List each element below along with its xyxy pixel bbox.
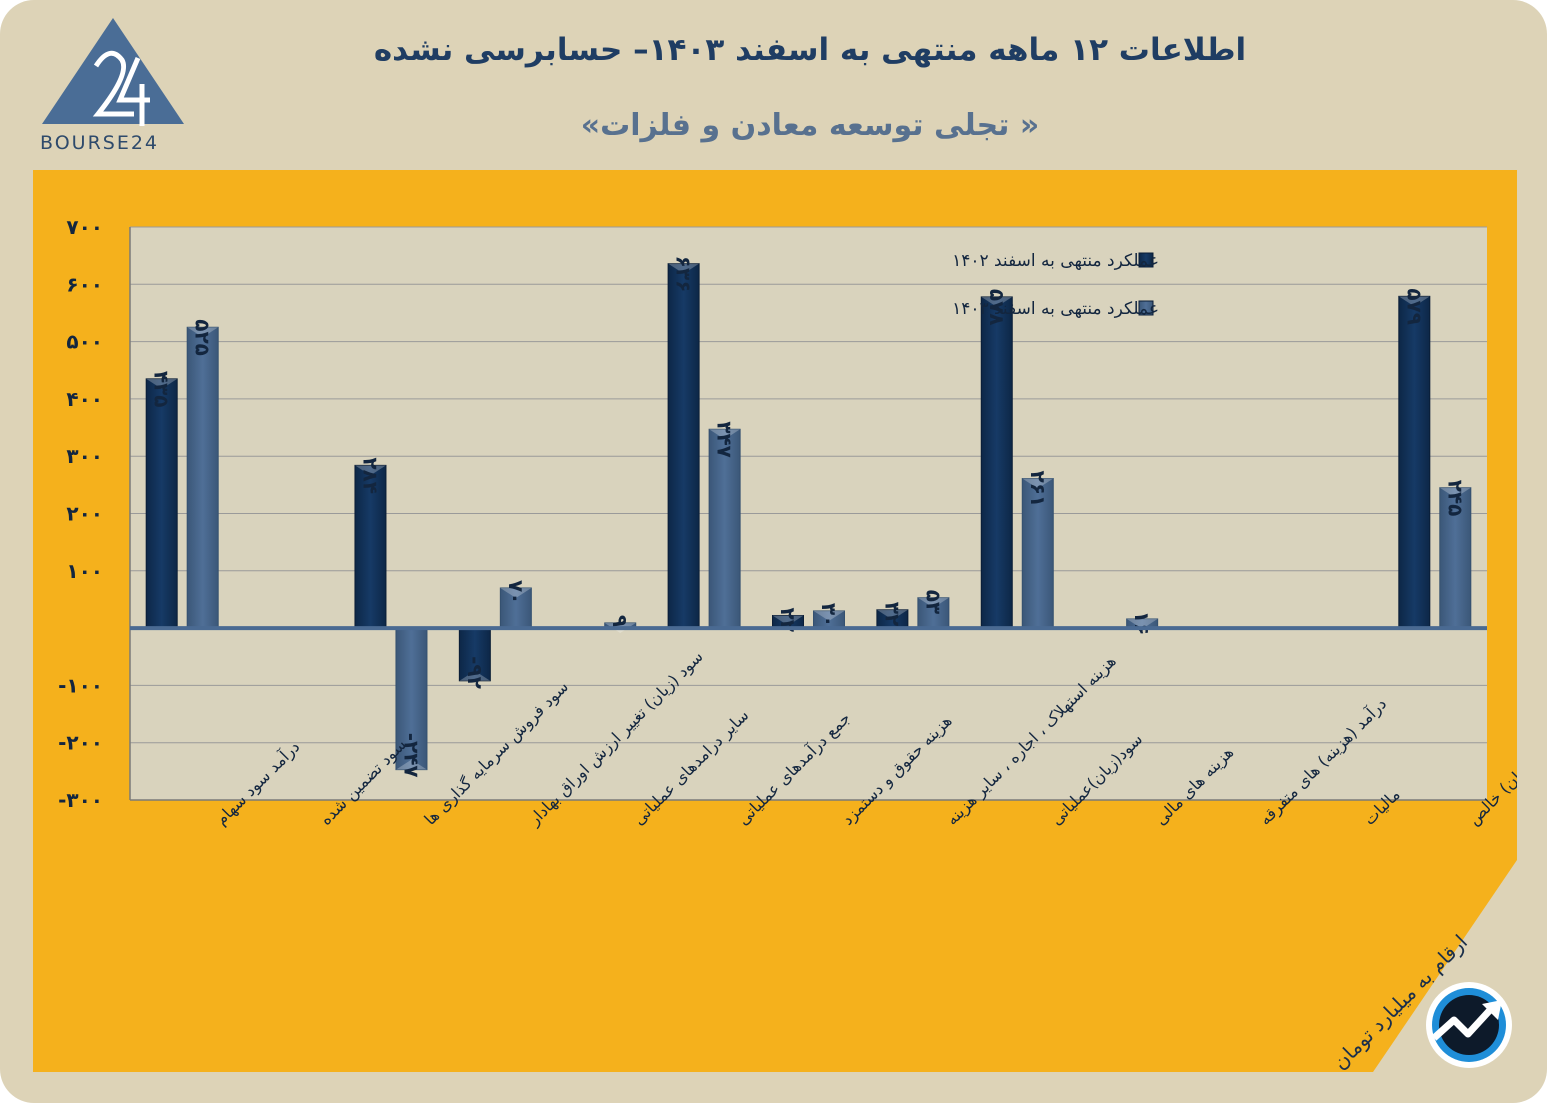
y-tick-label: -۱۰۰ bbox=[58, 673, 103, 697]
bar-cap bbox=[395, 759, 427, 770]
bar-cap bbox=[1398, 296, 1430, 307]
bar-1403 bbox=[499, 587, 532, 629]
data-label: ۳۰ bbox=[817, 603, 841, 627]
y-tick-label: ۳۰۰ bbox=[66, 444, 103, 468]
bar-cap bbox=[1439, 487, 1471, 498]
bar-1403 bbox=[186, 326, 219, 629]
bar-1402 bbox=[145, 378, 178, 629]
chart-title: اطلاعات ۱۲ ماهه منتهی به اسفند ۱۴۰۳– حسا… bbox=[373, 32, 1247, 68]
bar-1402 bbox=[458, 627, 491, 682]
bar-1402 bbox=[354, 464, 387, 629]
trend-arrow-icon bbox=[1426, 982, 1512, 1068]
data-label: ۹ bbox=[608, 615, 632, 627]
bar-cap bbox=[981, 296, 1013, 307]
data-label: -۲۴۷ bbox=[399, 733, 423, 778]
y-tick-label: -۲۰۰ bbox=[58, 731, 103, 755]
bar-cap bbox=[1126, 618, 1158, 629]
logo-text: BOURSE24 bbox=[40, 132, 160, 154]
bar-cap bbox=[668, 263, 700, 274]
bar-cap bbox=[813, 610, 845, 621]
bar-1403 bbox=[1021, 478, 1054, 629]
data-label: ۲۴۵ bbox=[1443, 480, 1467, 517]
data-label: ۱۶ bbox=[1130, 611, 1154, 635]
data-label: ۷۰ bbox=[504, 580, 528, 604]
data-label: ۵۷۸ bbox=[985, 289, 1009, 326]
bar-1403 bbox=[395, 627, 428, 771]
chart-panel: ۷۰۰ ۶۰۰ ۵۰۰ ۴۰۰ ۳۰۰ ۲۰۰ ۱۰۰ -۱۰۰ -۲۰۰ -۳۰۰ ۴۳۵ ۲۸۴ -… bbox=[33, 170, 1517, 1072]
y-tick-label: ۶۰۰ bbox=[66, 272, 103, 296]
bar-cap bbox=[146, 378, 178, 389]
chart-subtitle: « تجلی توسعه معادن و فلزات» bbox=[580, 108, 1040, 143]
bar-1402 bbox=[667, 263, 700, 629]
bar-cap bbox=[917, 597, 949, 608]
bar-1402 bbox=[980, 296, 1013, 629]
data-label: ۶۳۶ bbox=[672, 256, 696, 293]
bar-cap bbox=[500, 587, 532, 598]
bar-cap bbox=[459, 670, 491, 681]
bar-cap bbox=[772, 615, 804, 626]
legend-label: عملکرد منتهی به اسفند ۱۴۰۳ bbox=[952, 299, 1159, 319]
bar-cap bbox=[187, 327, 219, 338]
bar-cap bbox=[354, 465, 386, 476]
bar-cap bbox=[709, 429, 741, 440]
data-label: ۵۳ bbox=[921, 590, 945, 614]
bourse24-logo-icon bbox=[42, 18, 184, 126]
legend-swatch bbox=[1138, 300, 1154, 316]
data-label: ۳۲ bbox=[880, 602, 904, 626]
bar-1402 bbox=[1398, 295, 1431, 629]
bar-cap bbox=[1022, 478, 1054, 489]
data-label: ۲۸۴ bbox=[358, 457, 382, 494]
data-label: ۵۷۹ bbox=[1402, 288, 1426, 325]
data-label: ۵۲۵ bbox=[191, 319, 215, 356]
bar-cap bbox=[876, 609, 908, 620]
data-label: ۳۴۷ bbox=[713, 421, 737, 458]
legend-label: عملکرد منتهی به اسفند ۱۴۰۲ bbox=[952, 251, 1159, 271]
y-tick-label: ۴۰۰ bbox=[66, 387, 103, 411]
legend-swatch bbox=[1138, 252, 1154, 268]
y-tick-label: ۲۰۰ bbox=[66, 502, 103, 526]
data-label: ۴۳۵ bbox=[150, 371, 174, 408]
bar-1403 bbox=[917, 597, 950, 629]
y-tick-label: ۵۰۰ bbox=[66, 330, 103, 354]
y-tick-label: ۱۰۰ bbox=[66, 559, 103, 583]
data-label: ۲۶۱ bbox=[1026, 471, 1050, 508]
bar-chart: ۷۰۰ ۶۰۰ ۵۰۰ ۴۰۰ ۳۰۰ ۲۰۰ ۱۰۰ -۱۰۰ -۲۰۰ -۳۰۰ ۴۳۵ ۲۸۴ -… bbox=[58, 215, 1517, 1072]
y-tick-label: ۷۰۰ bbox=[66, 215, 103, 239]
y-tick-label: -۳۰۰ bbox=[58, 788, 103, 812]
bar-1403 bbox=[708, 428, 741, 629]
data-label: -۹۲ bbox=[463, 656, 487, 689]
